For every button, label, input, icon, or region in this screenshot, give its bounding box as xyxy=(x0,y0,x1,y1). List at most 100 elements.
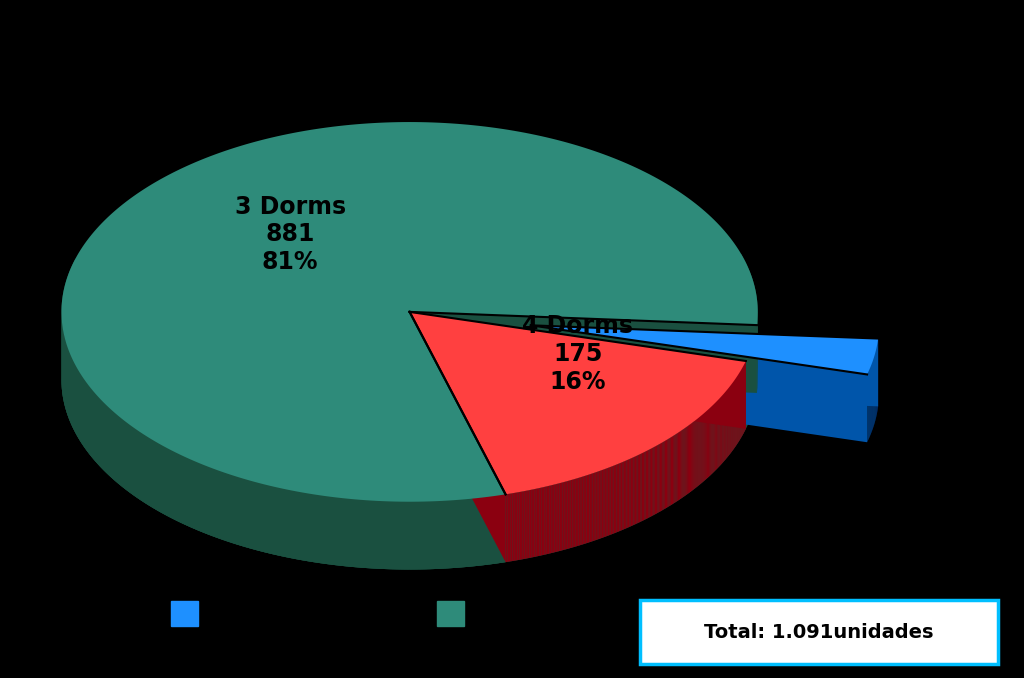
Polygon shape xyxy=(410,502,418,570)
Polygon shape xyxy=(224,473,232,543)
Polygon shape xyxy=(624,461,625,530)
Polygon shape xyxy=(69,268,71,340)
Polygon shape xyxy=(75,363,77,435)
Polygon shape xyxy=(540,487,542,556)
Polygon shape xyxy=(593,473,594,541)
Polygon shape xyxy=(66,340,67,412)
Polygon shape xyxy=(509,494,511,561)
Text: Total: 1.091unidades: Total: 1.091unidades xyxy=(705,623,934,642)
Polygon shape xyxy=(288,490,296,559)
Polygon shape xyxy=(631,458,632,526)
Polygon shape xyxy=(410,312,745,428)
Polygon shape xyxy=(526,490,527,559)
Polygon shape xyxy=(575,478,578,546)
Polygon shape xyxy=(681,430,682,498)
Polygon shape xyxy=(114,412,118,483)
Polygon shape xyxy=(196,462,203,532)
Polygon shape xyxy=(471,498,480,567)
Polygon shape xyxy=(686,426,687,496)
Polygon shape xyxy=(664,441,665,510)
Polygon shape xyxy=(548,485,550,554)
Polygon shape xyxy=(654,446,656,515)
Bar xyxy=(437,601,464,626)
Polygon shape xyxy=(74,258,76,331)
Polygon shape xyxy=(690,424,691,492)
Polygon shape xyxy=(634,457,635,525)
Polygon shape xyxy=(617,463,620,532)
Polygon shape xyxy=(567,481,569,549)
Polygon shape xyxy=(139,431,144,503)
Polygon shape xyxy=(530,325,867,442)
Polygon shape xyxy=(599,471,600,539)
Polygon shape xyxy=(133,427,139,499)
Polygon shape xyxy=(517,492,519,560)
Polygon shape xyxy=(418,502,427,570)
Polygon shape xyxy=(550,485,551,553)
Polygon shape xyxy=(514,493,516,561)
Polygon shape xyxy=(322,496,331,565)
Polygon shape xyxy=(128,424,133,495)
Polygon shape xyxy=(682,429,683,498)
Polygon shape xyxy=(553,485,555,553)
Polygon shape xyxy=(679,431,680,500)
Polygon shape xyxy=(651,448,652,517)
Polygon shape xyxy=(410,312,757,393)
Polygon shape xyxy=(169,449,175,520)
Polygon shape xyxy=(410,312,506,562)
Polygon shape xyxy=(582,477,584,544)
Polygon shape xyxy=(755,287,756,359)
Polygon shape xyxy=(555,484,556,553)
Polygon shape xyxy=(671,437,672,505)
Polygon shape xyxy=(675,435,676,503)
Polygon shape xyxy=(596,472,597,540)
Polygon shape xyxy=(669,438,670,506)
Polygon shape xyxy=(313,494,322,563)
Polygon shape xyxy=(96,395,100,466)
Polygon shape xyxy=(366,500,374,569)
Polygon shape xyxy=(623,462,624,530)
Polygon shape xyxy=(751,273,752,345)
Polygon shape xyxy=(685,428,686,496)
Polygon shape xyxy=(248,480,256,550)
Polygon shape xyxy=(561,482,562,551)
Polygon shape xyxy=(527,490,529,558)
Polygon shape xyxy=(71,263,74,336)
Polygon shape xyxy=(61,190,758,570)
Polygon shape xyxy=(70,354,72,426)
Polygon shape xyxy=(506,494,507,562)
Polygon shape xyxy=(530,325,879,374)
Polygon shape xyxy=(635,456,636,525)
Polygon shape xyxy=(573,479,575,547)
Polygon shape xyxy=(556,483,558,552)
Polygon shape xyxy=(512,493,514,561)
Polygon shape xyxy=(670,437,671,506)
Polygon shape xyxy=(546,486,548,555)
Polygon shape xyxy=(530,325,879,406)
Polygon shape xyxy=(157,442,163,513)
Polygon shape xyxy=(600,471,602,538)
Polygon shape xyxy=(551,485,553,553)
Polygon shape xyxy=(392,502,400,570)
Polygon shape xyxy=(537,488,538,557)
Polygon shape xyxy=(752,277,754,350)
Polygon shape xyxy=(754,282,755,355)
Polygon shape xyxy=(587,475,588,543)
Polygon shape xyxy=(280,488,288,557)
Polygon shape xyxy=(175,452,182,523)
Polygon shape xyxy=(144,435,151,506)
Polygon shape xyxy=(662,443,663,511)
Polygon shape xyxy=(688,425,689,494)
Polygon shape xyxy=(570,480,572,548)
Polygon shape xyxy=(296,492,305,561)
Polygon shape xyxy=(689,424,690,493)
Polygon shape xyxy=(519,492,521,560)
Polygon shape xyxy=(410,312,506,562)
Polygon shape xyxy=(182,456,188,526)
Polygon shape xyxy=(640,454,642,522)
Polygon shape xyxy=(627,460,628,528)
Polygon shape xyxy=(305,493,313,562)
Polygon shape xyxy=(436,501,444,569)
Polygon shape xyxy=(400,502,410,570)
Polygon shape xyxy=(657,445,658,513)
Polygon shape xyxy=(745,263,749,336)
